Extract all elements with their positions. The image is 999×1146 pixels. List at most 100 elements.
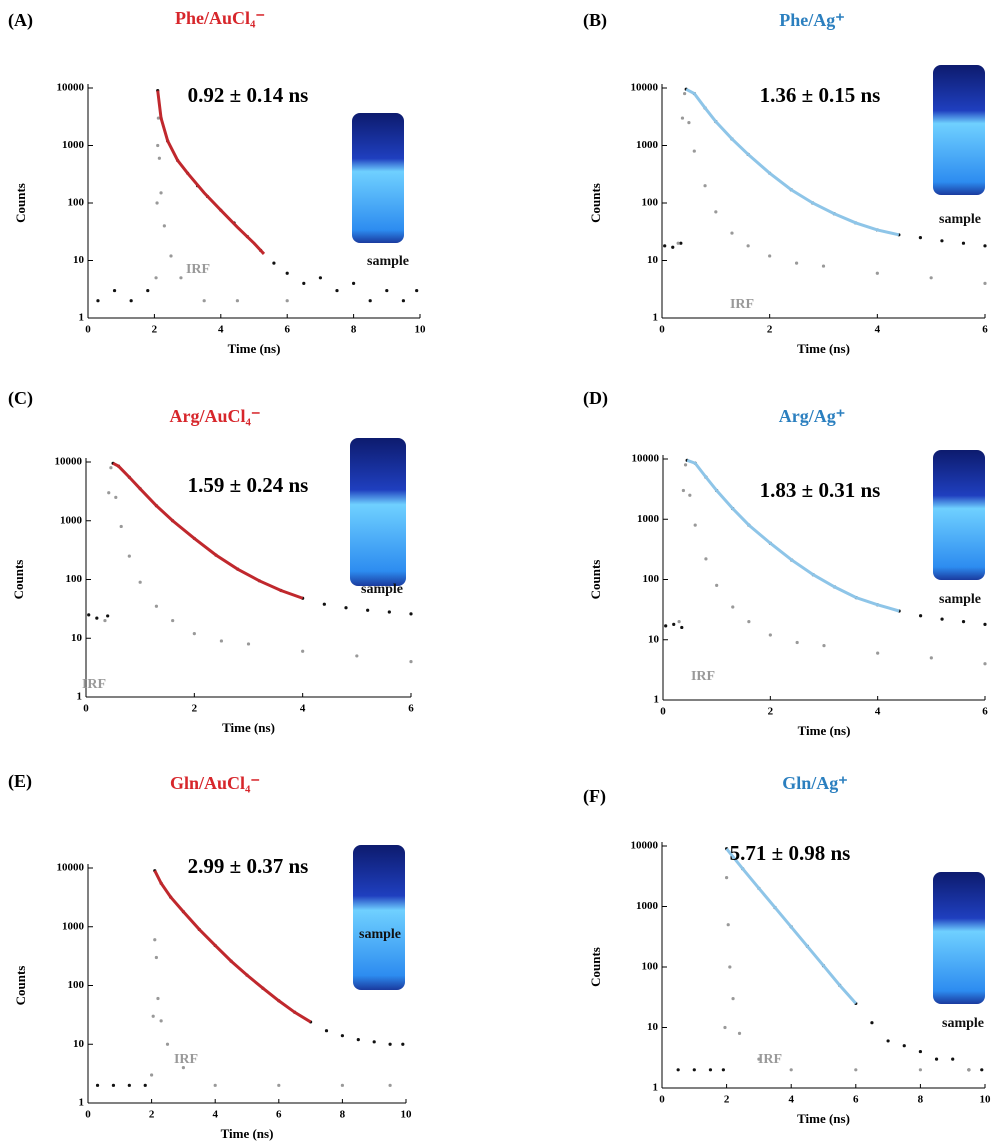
x-tick-label: 10 (401, 1109, 413, 1121)
irf-point (355, 654, 359, 658)
irf-point (854, 1068, 858, 1072)
x-axis-label: Time (ns) (228, 341, 281, 356)
sample-point (95, 1083, 100, 1087)
sample-point (127, 1083, 131, 1087)
x-tick-label: 0 (83, 703, 89, 715)
irf-point (181, 1066, 185, 1070)
irf-point (388, 1083, 392, 1087)
sample-point (919, 614, 923, 618)
y-tick-label: 10000 (57, 862, 85, 874)
sample-point (324, 1029, 329, 1033)
series-label: IRF (758, 1052, 782, 1067)
irf-point (213, 1083, 217, 1087)
fit-line (685, 87, 900, 237)
sample-point (387, 610, 391, 614)
irf-point (677, 620, 681, 624)
x-tick-label: 6 (284, 324, 290, 336)
y-tick-label: 10 (647, 254, 659, 266)
irf-point (165, 1042, 170, 1046)
irf-point (114, 495, 118, 499)
sample-point (409, 612, 413, 616)
sample-point (368, 299, 372, 303)
sample-point (344, 606, 348, 610)
lifetime-annotation: 1.36 ± 0.15 ns (760, 83, 881, 107)
lifetime-annotation: 1.83 ± 0.31 ns (760, 478, 881, 502)
y-tick-label: 1000 (60, 514, 83, 526)
sample-point (285, 271, 289, 275)
sample-point (272, 261, 276, 265)
y-tick-label: 100 (642, 197, 659, 209)
irf-point (680, 116, 685, 120)
panel-label: (B) (583, 10, 607, 31)
irf-point (235, 299, 239, 303)
irf-point (277, 1083, 281, 1087)
sample-point (302, 281, 306, 285)
irf-point (715, 583, 719, 587)
irf-point (692, 149, 696, 153)
irf-point (704, 557, 708, 561)
y-tick-label: 1000 (636, 139, 659, 151)
irf-point (156, 143, 160, 148)
x-tick-label: 4 (788, 1094, 794, 1106)
sample-point (356, 1037, 360, 1042)
irf-point (219, 639, 224, 643)
sample-point (96, 299, 100, 303)
x-axis-label: Time (ns) (222, 720, 275, 735)
sample-point (335, 288, 339, 293)
sample-point (886, 1039, 890, 1043)
series-label: IRF (186, 262, 210, 277)
irf-point (154, 604, 159, 608)
irf-point (179, 276, 183, 280)
sample-point (401, 299, 405, 303)
irf-point (192, 631, 196, 636)
y-tick-label: 100 (642, 961, 659, 973)
irf-point (119, 524, 123, 529)
irf-point (156, 116, 160, 120)
y-axis-label: Counts (11, 560, 26, 600)
sample-point (129, 299, 133, 303)
irf-point (723, 1025, 727, 1030)
chart-title: Gln/AuCl₄⁻ (170, 773, 260, 793)
sample-point (918, 1049, 923, 1054)
irf-point (154, 955, 158, 960)
vial-image (933, 872, 985, 1004)
x-axis-label: Time (ns) (797, 341, 850, 356)
irf-point (159, 191, 163, 195)
x-tick-label: 2 (724, 1094, 730, 1106)
irf-point (929, 276, 933, 280)
lifetime-annotation: 2.99 ± 0.37 ns (188, 854, 309, 878)
sample-point (415, 288, 419, 293)
sample-point (983, 244, 987, 248)
sample-point (87, 613, 91, 617)
series-label: IRF (174, 1052, 198, 1067)
panel-label: (A) (8, 10, 33, 31)
sample-point (366, 608, 370, 612)
x-tick-label: 4 (212, 1109, 218, 1121)
irf-point (821, 264, 826, 268)
irf-point (737, 1031, 742, 1035)
panel-label: (E) (8, 771, 32, 792)
irf-point (109, 466, 113, 470)
sample-point (671, 245, 675, 249)
irf-point (746, 244, 750, 248)
y-tick-label: 10 (73, 254, 85, 266)
irf-point (169, 254, 173, 258)
irf-point (795, 640, 799, 645)
y-tick-label: 1 (653, 1082, 659, 1094)
y-tick-label: 10 (71, 632, 83, 644)
x-tick-label: 8 (351, 324, 357, 336)
irf-point (726, 923, 730, 927)
irf-point (171, 618, 175, 623)
y-axis-label: Counts (588, 947, 603, 987)
series-label: IRF (730, 297, 754, 312)
y-tick-label: 10 (647, 1021, 659, 1033)
irf-point (983, 281, 987, 285)
x-tick-label: 6 (276, 1109, 282, 1121)
series-label: sample (359, 927, 401, 942)
irf-point (681, 488, 685, 493)
x-tick-label: 2 (192, 703, 198, 715)
x-tick-label: 0 (85, 1109, 91, 1121)
sample-point (401, 1042, 405, 1046)
irf-point (794, 261, 799, 265)
irf-point (154, 276, 158, 280)
